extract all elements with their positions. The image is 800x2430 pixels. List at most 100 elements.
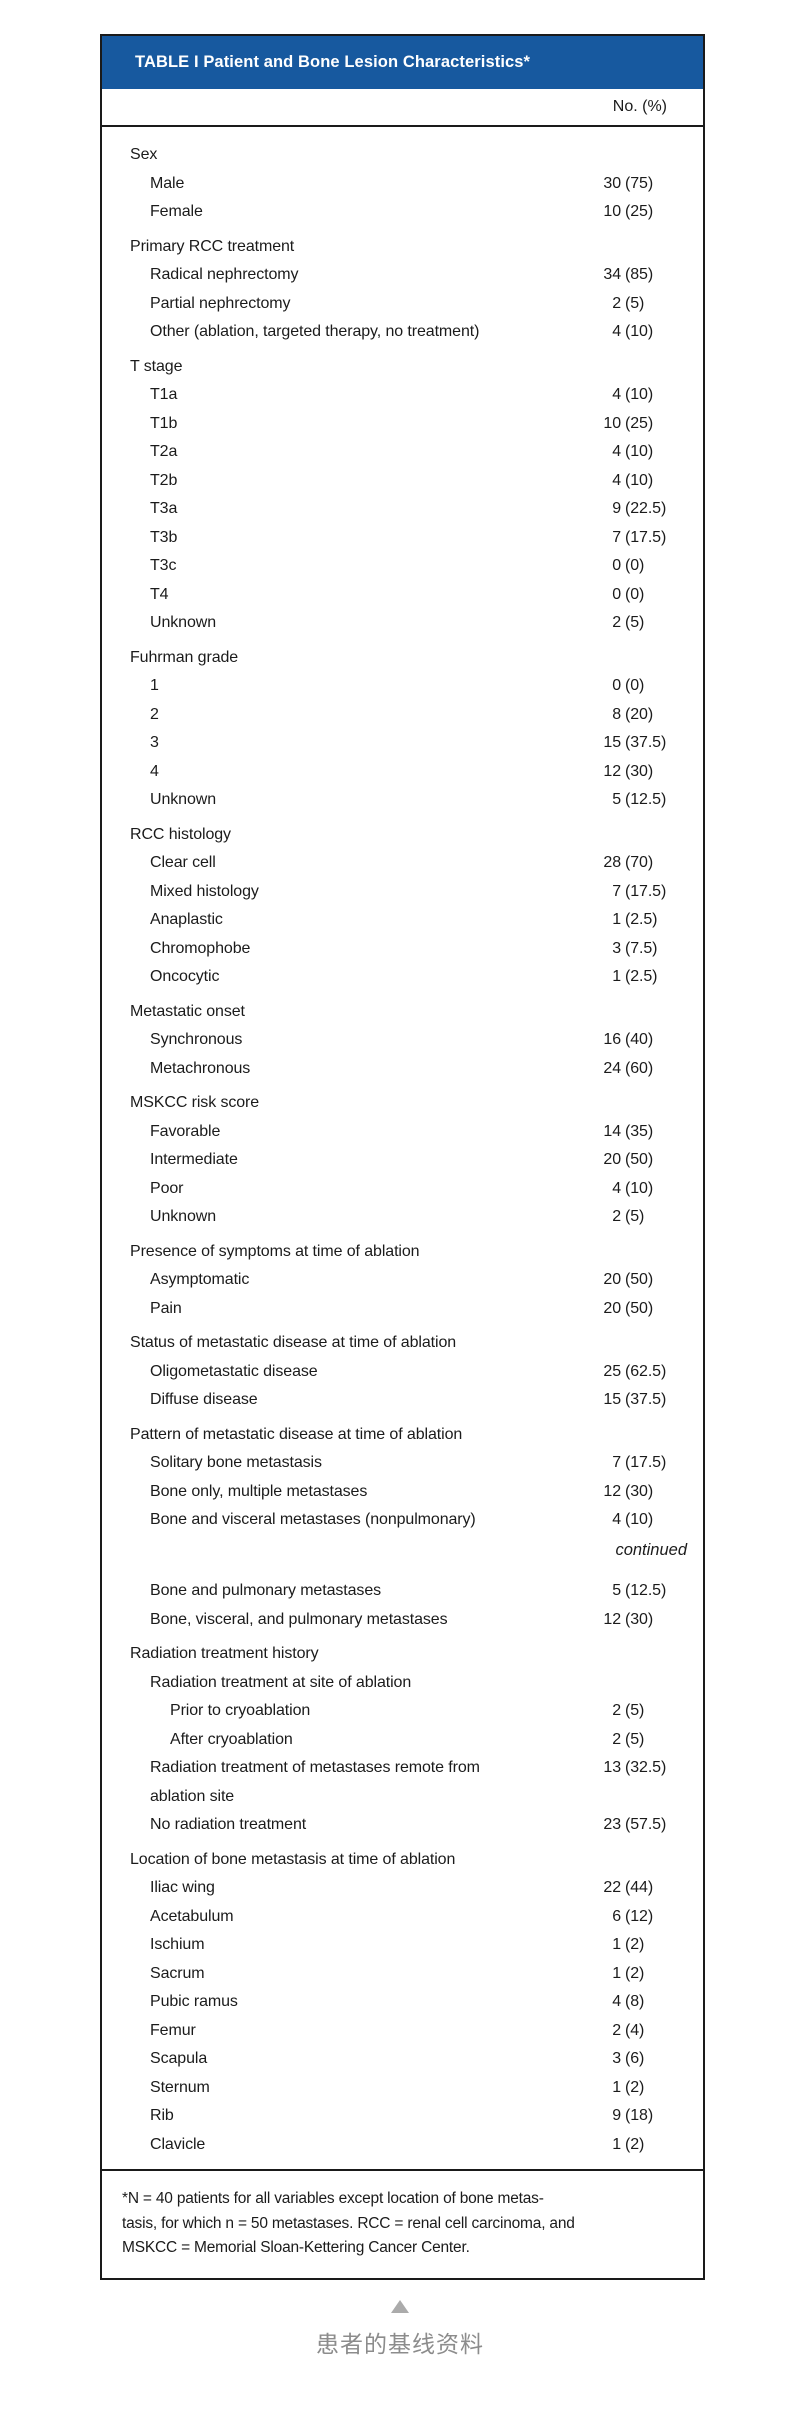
value-percent: (10) (625, 443, 654, 460)
row-value: 4 (10) (591, 318, 689, 347)
value-number: 1 (612, 2135, 621, 2153)
table-row: T1b 10 (25) (102, 410, 703, 439)
table-row: Radiation treatment of metastases remote… (102, 1754, 703, 1811)
row-label: Radical nephrectomy (150, 266, 299, 283)
table-section: T stage T1a 4 (10) T1b 10 (25) T2a 4 (10) T2b 4 (10)… (102, 353, 703, 638)
row-value: 12 (30) (591, 758, 689, 787)
row-label: Iliac wing (150, 1879, 215, 1896)
section-label: Primary RCC treatment (130, 237, 295, 255)
table-row: T3c 0 (0) (102, 552, 703, 581)
value-percent: (50) (625, 1299, 654, 1317)
table-section: Fuhrman grade 1 0 (0) 2 8 (20) 3 15 (37.5) 4 12 (30)… (102, 644, 703, 815)
table-title: TABLE I Patient and Bone Lesion Characte… (135, 53, 531, 71)
row-value: 4 (10) (591, 1175, 689, 1204)
row-value: 2 (5) (591, 1697, 689, 1726)
value-number: 7 (612, 528, 621, 546)
value-number: 30 (603, 174, 621, 192)
value-percent: (50) (625, 1271, 654, 1288)
table-row: T2b 4 (10) (102, 467, 703, 496)
value-percent: (12) (625, 1907, 654, 1925)
row-value: 2 (4) (591, 2017, 689, 2046)
value-percent: (5) (625, 294, 645, 312)
row-label: Clavicle (150, 2135, 206, 2153)
section-label: Presence of symptoms at time of ablation (130, 1242, 420, 1260)
row-label: Partial nephrectomy (150, 294, 291, 312)
table-section: Sex Male 30 (75) Female 10 (25) (102, 141, 703, 227)
row-label: 2 (150, 705, 159, 723)
table-row: Radiation treatment at site of ablation (102, 1669, 703, 1698)
value-percent: (35) (625, 1122, 654, 1140)
value-percent: (5) (625, 1208, 645, 1225)
value-percent: (10) (625, 1179, 654, 1197)
value-percent: (37.5) (625, 734, 667, 751)
table-row: Pubic ramus 4 (8) (102, 1988, 703, 2017)
row-value: 9 (18) (591, 2102, 689, 2131)
value-percent: (2) (625, 2078, 645, 2096)
row-value: 6 (12) (591, 1903, 689, 1932)
table-row: Diffuse disease 15 (37.5) (102, 1386, 703, 1415)
table-row: Clavicle 1 (2) (102, 2131, 703, 2160)
table-body: Sex Male 30 (75) Female 10 (25) Primary RCC tre… (102, 127, 703, 2169)
row-value: 28 (70) (591, 849, 689, 878)
row-value: 23 (57.5) (591, 1811, 689, 1840)
value-percent: (2) (625, 1936, 645, 1953)
value-number: 15 (603, 1391, 621, 1408)
table-row: Ischium 1 (2) (102, 1931, 703, 1960)
table-row: Bone and pulmonary metastases 5 (12.5) (102, 1577, 703, 1606)
value-number: 20 (603, 1299, 621, 1317)
table-row: Intermediate 20 (50) (102, 1146, 703, 1175)
table-row: Male 30 (75) (102, 170, 703, 199)
row-value: 4 (10) (591, 381, 689, 410)
section-label-row: Metastatic onset (102, 998, 703, 1027)
row-label: Sacrum (150, 1964, 205, 1982)
section-label-row: Fuhrman grade (102, 644, 703, 673)
table-row: Unknown 5 (12.5) (102, 786, 703, 815)
row-label: After cryoablation (170, 1730, 293, 1748)
row-label: Unknown (150, 1208, 217, 1225)
value-number: 16 (603, 1031, 621, 1048)
row-label: Asymptomatic (150, 1271, 250, 1288)
value-percent: (17.5) (625, 528, 667, 546)
row-label: Acetabulum (150, 1907, 234, 1925)
row-value: 10 (25) (591, 410, 689, 439)
row-label: Radiation treatment of metastases remote… (150, 1759, 480, 1805)
table-row: 2 8 (20) (102, 701, 703, 730)
row-label: Bone and pulmonary metastases (150, 1582, 382, 1599)
value-percent: (10) (625, 471, 654, 489)
section-label-row: T stage (102, 353, 703, 382)
value-percent: (57.5) (625, 1816, 667, 1833)
collapse-triangle-icon[interactable] (391, 2299, 409, 2313)
row-value: 1 (2.5) (591, 963, 689, 992)
table-row: After cryoablation 2 (5) (102, 1726, 703, 1755)
row-label: No radiation treatment (150, 1816, 307, 1833)
row-value: 24 (60) (591, 1055, 689, 1084)
value-percent: (2.5) (625, 911, 658, 928)
row-value: 1 (2) (591, 2131, 689, 2160)
value-percent: (4) (625, 2021, 645, 2039)
row-label: T2a (150, 443, 178, 460)
table-title-bar: TABLE I Patient and Bone Lesion Characte… (102, 36, 703, 89)
value-percent: (10) (625, 323, 654, 340)
row-value: 5 (12.5) (591, 786, 689, 815)
table-row: Unknown 2 (5) (102, 1203, 703, 1232)
value-number: 1 (612, 1964, 621, 1982)
row-value: 1 (2.5) (591, 906, 689, 935)
value-percent: (17.5) (625, 882, 667, 900)
row-value: 2 (5) (591, 609, 689, 638)
column-header-row: No. (%) (102, 89, 703, 127)
row-label: Scapula (150, 2050, 208, 2067)
row-label: T3c (150, 557, 177, 574)
value-number: 4 (612, 1993, 621, 2010)
row-label: Bone only, multiple metastases (150, 1482, 368, 1500)
table-section: Presence of symptoms at time of ablation… (102, 1238, 703, 1324)
table-row: Chromophobe 3 (7.5) (102, 935, 703, 964)
value-percent: (22.5) (625, 500, 667, 517)
section-label-row: Status of metastatic disease at time of … (102, 1329, 703, 1358)
figure-caption: 患者的基线资料 (316, 2330, 484, 2357)
section-label: Location of bone metastasis at time of a… (130, 1850, 456, 1868)
value-number: 12 (603, 1610, 621, 1628)
table-footnote: *N = 40 patients for all variables excep… (102, 2169, 703, 2278)
value-number: 23 (603, 1816, 621, 1833)
value-number: 2 (612, 614, 621, 631)
table-row: Bone, visceral, and pulmonary metastases… (102, 1606, 703, 1635)
